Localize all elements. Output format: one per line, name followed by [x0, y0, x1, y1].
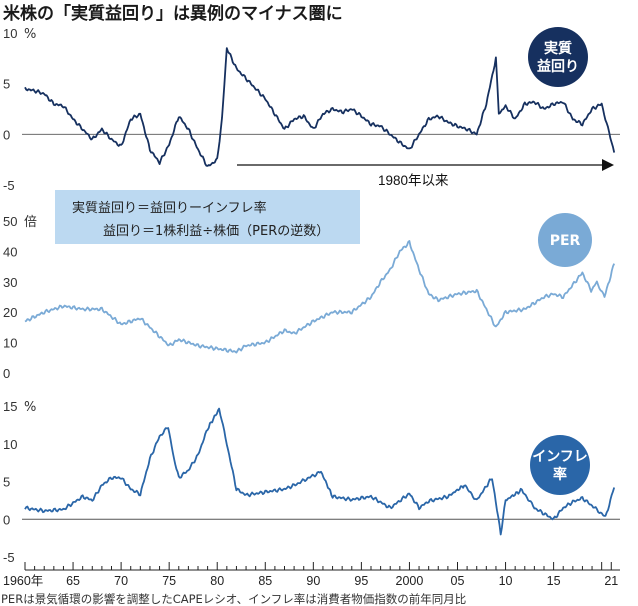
real-yield-y-tick-label: 0	[3, 127, 10, 142]
formula-note-line-1: 実質益回り＝益回りーインフレ率	[72, 200, 267, 216]
x-tick-label: 2000	[396, 574, 424, 588]
real-yield-y-tick-label: -5	[3, 178, 15, 193]
per-y-tick-label: 40	[3, 244, 17, 259]
per-y-tick-label: 10	[3, 336, 17, 351]
real-yield-y-tick-label: 10	[3, 26, 17, 41]
inflation-unit-label: %	[24, 400, 36, 415]
per-badge-label: PER	[550, 233, 581, 249]
per-y-tick-label: 50	[3, 214, 17, 229]
since-1980-arrow-head	[602, 159, 614, 171]
formula-note-box	[55, 190, 360, 244]
x-tick-label: 21	[604, 574, 618, 588]
inflation-y-tick-label: -5	[3, 550, 15, 565]
inflation-series-line	[24, 407, 616, 536]
x-tick-label: 70	[114, 574, 128, 588]
per-y-tick-label: 0	[3, 366, 10, 381]
per-series-line	[24, 240, 616, 354]
inflation-y-tick-label: 10	[3, 437, 17, 452]
x-tick-label: 95	[354, 574, 368, 588]
x-tick-label: 1960年	[3, 574, 43, 588]
x-tick-label: 85	[258, 574, 272, 588]
x-tick-label: 05	[451, 574, 465, 588]
x-tick-label: 65	[66, 574, 80, 588]
per-y-tick-label: 20	[3, 305, 17, 320]
x-tick-label: 75	[162, 574, 176, 588]
real-yield-unit-label: %	[24, 27, 36, 42]
inflation-badge	[530, 435, 590, 495]
real-yield-series-line	[24, 47, 616, 167]
x-tick-label: 90	[306, 574, 320, 588]
since-1980-label: 1980年以来	[378, 173, 449, 188]
x-tick-label: 15	[547, 574, 561, 588]
x-tick-label: 80	[210, 574, 224, 588]
inflation-y-tick-label: 0	[3, 512, 10, 527]
inflation-badge-label: インフレ	[532, 449, 588, 465]
real-yield-badge-label: 益回り	[537, 58, 579, 75]
inflation-y-tick-label: 15	[3, 399, 17, 414]
formula-note-line-2: 益回り＝1株利益÷株価（PERの逆数）	[103, 223, 329, 239]
footnote: PERは景気循環の影響を調整したCAPEレシオ、インフレ率は消費者物価指数の前年…	[1, 592, 466, 606]
per-badge	[538, 213, 592, 267]
inflation-y-tick-label: 5	[3, 475, 10, 490]
inflation-badge-label: 率	[553, 466, 567, 483]
chart-title: 米株の「実質益回り」は異例のマイナス圏に	[3, 3, 343, 24]
per-unit-label: 倍	[24, 215, 37, 230]
x-tick-label: 10	[499, 574, 513, 588]
real-yield-badge-label: 実質	[544, 40, 572, 57]
real-yield-badge	[528, 27, 588, 87]
real-yield-y-tick-label: 5	[3, 77, 10, 92]
per-y-tick-label: 30	[3, 275, 17, 290]
